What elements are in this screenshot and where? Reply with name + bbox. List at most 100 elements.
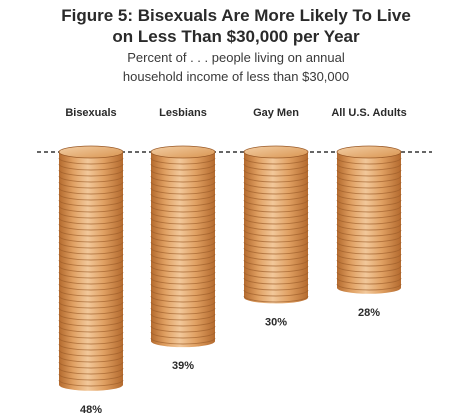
coin-edge bbox=[58, 379, 124, 387]
coin-edge bbox=[243, 187, 309, 195]
coin-edge bbox=[58, 367, 124, 375]
coin-edge bbox=[243, 163, 309, 171]
coin-edge bbox=[150, 265, 216, 273]
coin-edge bbox=[58, 271, 124, 279]
coin-edge bbox=[58, 163, 124, 171]
category-label: Gay Men bbox=[253, 107, 299, 119]
coin-edge bbox=[243, 235, 309, 243]
coin-stack-bar bbox=[243, 145, 309, 304]
coin-edge bbox=[243, 271, 309, 279]
coin-edge bbox=[243, 265, 309, 273]
coin-edge bbox=[58, 193, 124, 201]
coin-edge bbox=[150, 259, 216, 267]
coin-edge bbox=[150, 253, 216, 261]
coin-edge bbox=[243, 295, 309, 303]
coin-edge bbox=[58, 229, 124, 237]
coin-stack-bar bbox=[336, 145, 402, 294]
coin-edge bbox=[336, 229, 402, 237]
coin-edge bbox=[243, 241, 309, 249]
coin-edge bbox=[336, 277, 402, 285]
coin-edge bbox=[336, 199, 402, 207]
coin-edge bbox=[58, 169, 124, 177]
chart-subtitle-line-1: Percent of . . . people living on annual bbox=[127, 50, 345, 65]
coin-edge bbox=[58, 259, 124, 267]
coin-edge bbox=[58, 211, 124, 219]
coin-edge bbox=[58, 355, 124, 363]
coin-edge bbox=[150, 295, 216, 303]
coin-edge bbox=[150, 247, 216, 255]
coin-edge bbox=[58, 217, 124, 225]
chart-title-line-2: on Less Than $30,000 per Year bbox=[112, 27, 360, 46]
coin-edge bbox=[243, 211, 309, 219]
coin-edge bbox=[243, 229, 309, 237]
coin-edge bbox=[336, 205, 402, 213]
coin-edge bbox=[150, 157, 216, 165]
coin-edge bbox=[150, 277, 216, 285]
coin-edge bbox=[58, 325, 124, 333]
coin-edge bbox=[150, 193, 216, 201]
coin-edge bbox=[336, 163, 402, 171]
coin-edge bbox=[336, 241, 402, 249]
coin-stacks: Bisexuals 48% Lesbians 39% Gay Men 30% All U.S… bbox=[58, 107, 407, 416]
value-label: 28% bbox=[358, 307, 380, 319]
coin-stack-body bbox=[151, 152, 215, 348]
coin-edge bbox=[336, 271, 402, 279]
coin-edge bbox=[58, 373, 124, 381]
coin-edge bbox=[243, 217, 309, 225]
coin-edge bbox=[336, 259, 402, 267]
coin-edge bbox=[58, 319, 124, 327]
category-label: Lesbians bbox=[159, 107, 207, 119]
coin-edge bbox=[336, 217, 402, 225]
coin-edge bbox=[150, 313, 216, 321]
coin-edge bbox=[336, 235, 402, 243]
coin-edge bbox=[150, 235, 216, 243]
coin-edge bbox=[58, 283, 124, 291]
coin-edge bbox=[58, 289, 124, 297]
coin-edge bbox=[243, 253, 309, 261]
coin-edge bbox=[58, 223, 124, 231]
coin-edge bbox=[58, 181, 124, 189]
coin-stack-body bbox=[337, 152, 401, 294]
coin-edge bbox=[243, 175, 309, 183]
coin-edge bbox=[58, 241, 124, 249]
coin-edge bbox=[150, 319, 216, 327]
coin-edge bbox=[150, 229, 216, 237]
coin-edge bbox=[336, 283, 402, 291]
coin-edge bbox=[336, 187, 402, 195]
coin-edge bbox=[336, 181, 402, 189]
category-label: Bisexuals bbox=[65, 107, 116, 119]
coin-edge bbox=[150, 301, 216, 309]
coin-edge bbox=[243, 157, 309, 165]
coin-edge bbox=[243, 247, 309, 255]
coin-edge bbox=[58, 331, 124, 339]
coin-edge bbox=[243, 277, 309, 285]
coin-edge bbox=[150, 211, 216, 219]
coin-edge bbox=[58, 343, 124, 351]
coin-edge bbox=[58, 277, 124, 285]
coin-stack-top bbox=[150, 145, 216, 159]
coin-edge bbox=[58, 349, 124, 357]
coin-edge bbox=[336, 175, 402, 183]
coin-edge bbox=[150, 325, 216, 333]
coin-edge bbox=[58, 337, 124, 345]
coin-edge bbox=[150, 205, 216, 213]
coin-edge bbox=[150, 223, 216, 231]
coin-edge bbox=[150, 187, 216, 195]
coin-stack-top bbox=[243, 145, 309, 159]
coin-edge bbox=[243, 169, 309, 177]
coin-edge bbox=[336, 223, 402, 231]
coin-edge bbox=[58, 187, 124, 195]
coin-edge bbox=[58, 235, 124, 243]
coin-edge bbox=[58, 157, 124, 165]
coin-edge bbox=[150, 307, 216, 315]
coin-edge bbox=[150, 241, 216, 249]
coin-edge bbox=[150, 169, 216, 177]
coin-stack-bar bbox=[58, 145, 124, 391]
coin-edge bbox=[58, 175, 124, 183]
coin-edge bbox=[336, 253, 402, 261]
coin-edge bbox=[336, 193, 402, 201]
coin-edge bbox=[150, 199, 216, 207]
value-label: 48% bbox=[80, 404, 102, 416]
